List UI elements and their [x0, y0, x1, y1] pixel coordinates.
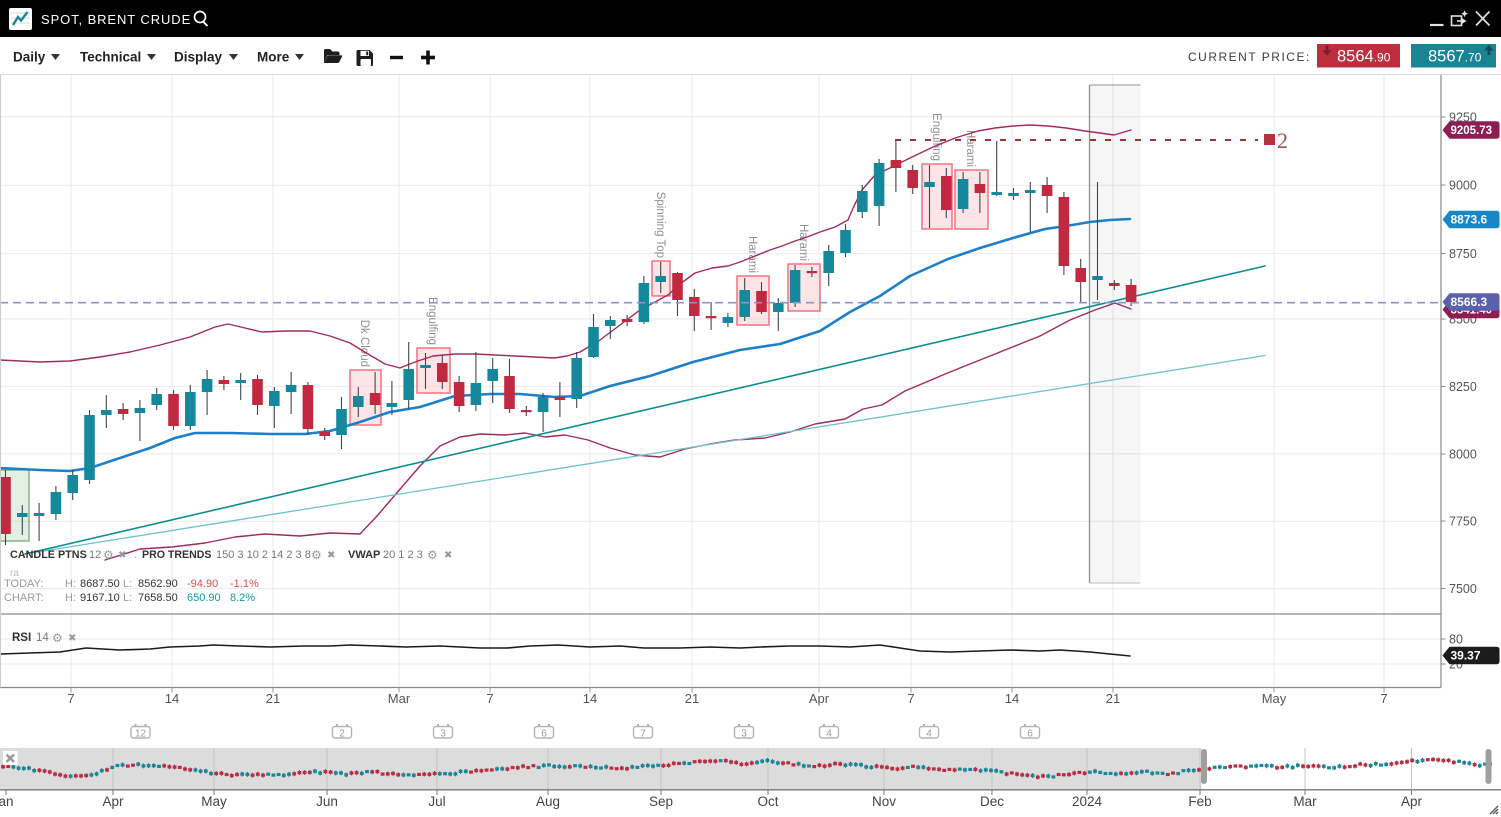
svg-text:CANDLE PTNS: CANDLE PTNS: [10, 549, 87, 561]
svg-text:20 1 2 3: 20 1 2 3: [383, 549, 423, 561]
svg-text:8750: 8750: [1449, 247, 1477, 261]
svg-text:CHART:: CHART:: [4, 592, 44, 604]
svg-text:12: 12: [89, 549, 101, 561]
svg-text:8250: 8250: [1449, 380, 1477, 394]
svg-text:2: 2: [1277, 128, 1288, 153]
svg-text:Daily: Daily: [13, 50, 46, 65]
svg-text:9250: 9250: [1449, 111, 1477, 125]
svg-text:Harami: Harami: [964, 130, 976, 167]
svg-text:⚙: ⚙: [52, 631, 63, 645]
svg-text:14: 14: [1005, 691, 1019, 706]
svg-text:21: 21: [266, 691, 280, 706]
svg-text:12: 12: [135, 729, 147, 740]
svg-text:7: 7: [486, 691, 493, 706]
svg-text:6: 6: [1027, 729, 1033, 740]
svg-text:21: 21: [685, 691, 699, 706]
svg-text:7750: 7750: [1449, 515, 1477, 529]
svg-text:8873.6: 8873.6: [1451, 213, 1488, 227]
svg-text:80: 80: [1449, 633, 1463, 647]
svg-text:✖: ✖: [444, 550, 452, 561]
svg-text:39.37: 39.37: [1451, 649, 1481, 663]
svg-text:150 3 10 2 14 2 3 8: 150 3 10 2 14 2 3 8: [216, 549, 311, 561]
svg-text:2024: 2024: [1072, 794, 1103, 809]
svg-text:.: .: [134, 549, 137, 561]
svg-text:H:: H:: [65, 578, 76, 590]
svg-text:Apr: Apr: [1401, 794, 1423, 809]
svg-text:Engulfing: Engulfing: [930, 113, 942, 161]
svg-text:ra: ra: [10, 568, 19, 579]
svg-text:Oct: Oct: [757, 794, 778, 809]
svg-text:14: 14: [165, 691, 179, 706]
svg-text:Spinning Top: Spinning Top: [654, 192, 666, 258]
svg-text:7500: 7500: [1449, 582, 1477, 596]
svg-text:8.2%: 8.2%: [230, 592, 255, 604]
svg-text:14: 14: [36, 632, 49, 644]
svg-text:Apr: Apr: [809, 691, 830, 706]
svg-text:8567.70: 8567.70: [1428, 48, 1482, 66]
svg-text:-1.1%: -1.1%: [230, 578, 259, 590]
svg-text:More: More: [257, 50, 290, 65]
svg-text:9205.73: 9205.73: [1451, 125, 1493, 137]
svg-text:4: 4: [826, 729, 832, 740]
svg-text:4: 4: [926, 729, 932, 740]
svg-text:7: 7: [1380, 691, 1387, 706]
svg-text:Technical: Technical: [80, 50, 141, 65]
svg-text:8566.3: 8566.3: [1451, 295, 1488, 309]
svg-text:3: 3: [741, 729, 747, 740]
svg-text:Apr: Apr: [102, 794, 124, 809]
svg-text:3: 3: [440, 729, 446, 740]
svg-text:9167.10: 9167.10: [80, 592, 120, 604]
svg-text:21: 21: [1106, 691, 1120, 706]
svg-text:Feb: Feb: [1188, 794, 1211, 809]
svg-text:⚙: ⚙: [311, 548, 322, 562]
svg-text:✖: ✖: [68, 633, 76, 644]
svg-text:✖: ✖: [327, 550, 335, 561]
svg-text:14: 14: [583, 691, 597, 706]
svg-text:Jun: Jun: [316, 794, 338, 809]
svg-text:Harami: Harami: [797, 224, 809, 261]
svg-text:PRO TRENDS: PRO TRENDS: [142, 549, 211, 561]
svg-text:8000: 8000: [1449, 448, 1477, 462]
svg-text:Mar: Mar: [1293, 794, 1317, 809]
svg-text:Jul: Jul: [428, 794, 445, 809]
svg-text:L:: L:: [123, 592, 132, 604]
svg-text:Mar: Mar: [388, 691, 411, 706]
svg-text:Nov: Nov: [872, 794, 896, 809]
svg-text:7: 7: [640, 729, 646, 740]
svg-text:650.90: 650.90: [187, 592, 221, 604]
svg-text:TODAY:: TODAY:: [4, 578, 43, 590]
svg-text:Dec: Dec: [980, 794, 1004, 809]
svg-text:SPOT, BRENT CRUDE: SPOT, BRENT CRUDE: [41, 12, 191, 27]
svg-text:-94.90: -94.90: [187, 578, 218, 590]
svg-text:7: 7: [67, 691, 74, 706]
svg-text:8562.90: 8562.90: [138, 578, 178, 590]
svg-text:May: May: [201, 794, 227, 809]
svg-text:8687.50: 8687.50: [80, 578, 120, 590]
svg-text:8564.90: 8564.90: [1337, 48, 1391, 66]
svg-text:Harami: Harami: [746, 236, 758, 273]
svg-text:6: 6: [541, 729, 547, 740]
svg-text:✖: ✖: [118, 550, 126, 561]
svg-text:Engulfing: Engulfing: [426, 297, 438, 345]
svg-text:7658.50: 7658.50: [138, 592, 178, 604]
svg-text:VWAP: VWAP: [348, 549, 380, 561]
svg-text:May: May: [1262, 691, 1287, 706]
svg-text:an: an: [0, 794, 14, 809]
svg-text:CURRENT PRICE:: CURRENT PRICE:: [1188, 50, 1311, 64]
svg-text:Aug: Aug: [536, 794, 560, 809]
svg-text:Sep: Sep: [649, 794, 673, 809]
svg-text:⚙: ⚙: [103, 548, 114, 562]
svg-text:Display: Display: [174, 50, 223, 65]
svg-text:9000: 9000: [1449, 179, 1477, 193]
svg-text:⚙: ⚙: [427, 548, 438, 562]
svg-text:L:: L:: [123, 578, 132, 590]
svg-text:Dk Cloud: Dk Cloud: [358, 320, 370, 367]
svg-text:7: 7: [907, 691, 914, 706]
svg-text:H:: H:: [65, 592, 76, 604]
svg-text:RSI: RSI: [12, 632, 31, 644]
svg-text:2: 2: [339, 729, 345, 740]
